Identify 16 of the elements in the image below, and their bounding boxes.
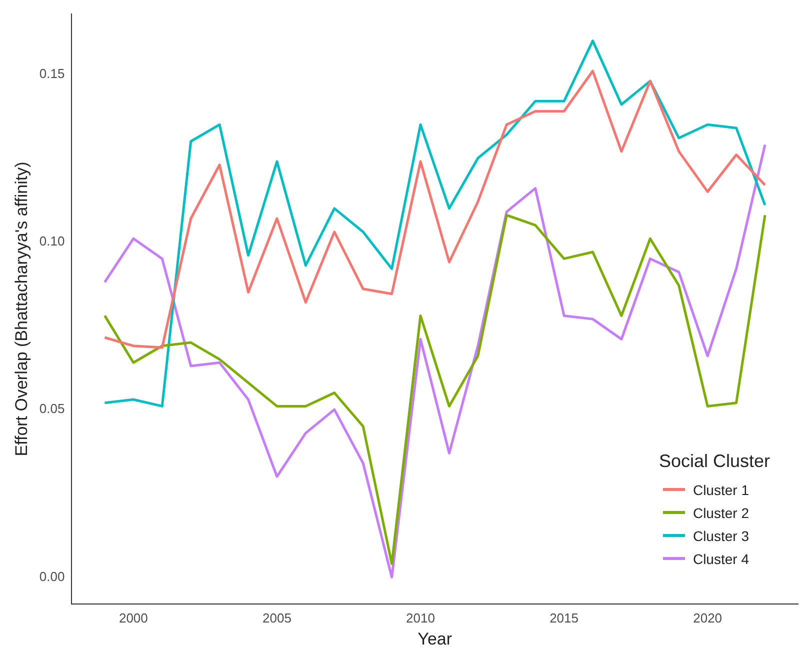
legend-label: Cluster 2 xyxy=(692,504,749,520)
y-tick-label: 0.10 xyxy=(39,234,65,249)
y-axis-title: Effort Overlap (Bhattacharyya's affinity) xyxy=(12,162,31,456)
x-tick-label: 2020 xyxy=(693,610,722,626)
legend-title: Social Cluster xyxy=(658,451,770,472)
legend-label: Cluster 4 xyxy=(692,550,749,566)
x-tick-label: 2000 xyxy=(118,610,148,626)
x-tick-label: 2005 xyxy=(262,610,292,626)
legend-label: Cluster 3 xyxy=(692,528,749,544)
legend-label: Cluster 1 xyxy=(692,482,749,498)
y-tick-label: 0.15 xyxy=(39,66,65,81)
y-tick-label: 0.05 xyxy=(39,401,65,416)
x-tick-label: 2010 xyxy=(406,610,435,626)
y-tick-label: 0.00 xyxy=(39,568,65,584)
x-tick-label: 2015 xyxy=(550,610,578,626)
x-axis-title: Year xyxy=(418,629,452,648)
